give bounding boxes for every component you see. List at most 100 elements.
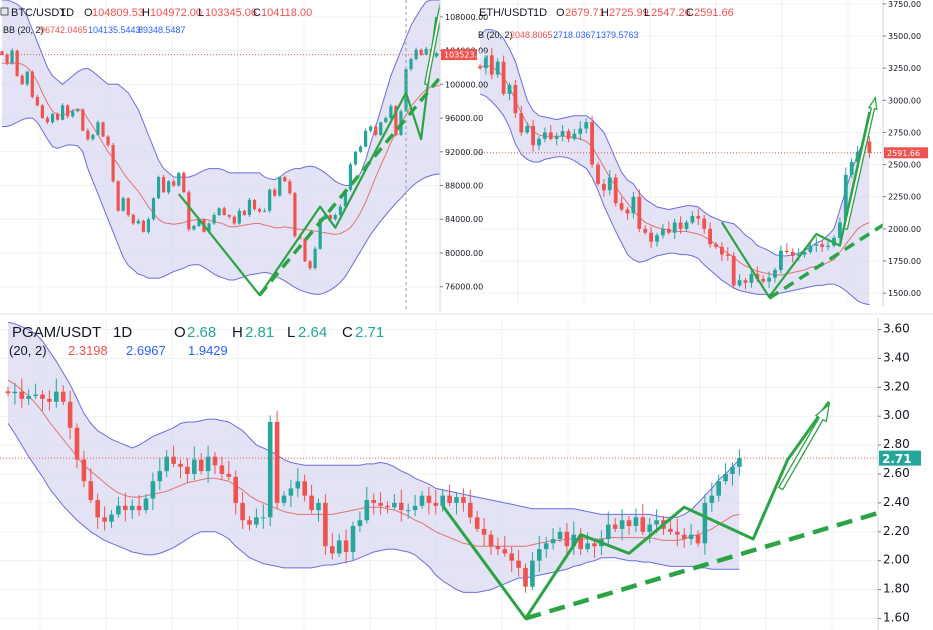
eth-candle: [631, 191, 636, 219]
eth-price-axis[interactable]: 3750.00 3500.00 3250.00 3000.00 2750.00 2500.…: [882, 0, 933, 306]
btc-low-label: L: [198, 7, 204, 19]
btc-trendline[interactable]: [258, 74, 443, 297]
btc-candle: [187, 190, 191, 232]
btc-candle: [434, 51, 438, 58]
pgam-chart-panel[interactable]: 3.60 3.40 3.20 3.00 2.80 2.60 2.40 2.20 2.00 1.80…: [0, 318, 933, 630]
eth-low-value: 2547.26: [651, 7, 691, 19]
btc-candle: [364, 128, 368, 148]
btc-price-axis[interactable]: 108000.00104000.00100000.0096000.0092000…: [439, 0, 488, 312]
pgam-candle: [723, 463, 728, 485]
pgam-candle: [198, 453, 204, 475]
pgam-candle: [737, 449, 742, 476]
eth-symbol: ETH/USDT: [479, 7, 534, 19]
btc-low-value: 103345.06: [205, 7, 257, 19]
pgam-symbol: PGAM/USDT: [12, 324, 101, 341]
eth-candle: [814, 236, 819, 252]
eth-candle: [584, 118, 589, 134]
eth-trendline[interactable]: [768, 217, 894, 300]
btc-tick-label: 80000.00: [445, 249, 483, 258]
eth-candle: [572, 128, 577, 141]
eth-high-value: 2725.99: [609, 7, 649, 19]
eth-candle: [537, 136, 541, 151]
pgam-candle: [40, 390, 45, 411]
pgam-candle: [495, 537, 501, 556]
eth-plot-area[interactable]: 3750.00 3500.00 3250.00 3000.00 2750.00 2500.…: [478, 0, 933, 306]
pgam-candle: [67, 390, 73, 440]
pgam-tick-label: 3.60: [883, 322, 910, 336]
btc-drawings[interactable]: [177, 0, 449, 297]
eth-candle: [826, 239, 830, 251]
btc-candle: [10, 48, 14, 65]
btc-candle: [353, 151, 358, 166]
eth-chart-panel[interactable]: 3750.00 3500.00 3250.00 3000.00 2750.00 2500.…: [478, 0, 933, 306]
pgam-low-value: 2.64: [298, 324, 327, 341]
eth-candle: [725, 247, 730, 261]
pgam-candle: [295, 468, 301, 498]
eth-tick-label: 2000.00: [888, 225, 921, 234]
pgam-close-value: 2.71: [355, 324, 384, 341]
btc-candle: [172, 179, 176, 188]
pgam-zigzag-path[interactable]: [441, 400, 831, 620]
btc-candle: [419, 48, 423, 56]
pgam-drawings[interactable]: [441, 400, 913, 621]
btc-header: BTC/USDT 1D O 104809.53 H 104972.00 L 10…: [0, 7, 312, 35]
pgam-projection-arrow[interactable]: [778, 403, 831, 491]
btc-candle: [283, 175, 287, 182]
pgam-trendline[interactable]: [524, 500, 913, 621]
pgam-candle: [54, 378, 59, 408]
btc-tick-label: 76000.00: [445, 283, 483, 292]
pgam-candle: [5, 386, 11, 397]
pgam-candle: [26, 389, 31, 405]
pgam-candle: [578, 528, 583, 556]
eth-candle: [649, 226, 653, 249]
btc-candle: [116, 180, 120, 212]
eth-drawings[interactable]: [720, 95, 894, 300]
eth-interval: 1D: [533, 7, 547, 19]
eth-zigzag-path[interactable]: [720, 111, 871, 299]
btc-projection-arrow[interactable]: [423, 0, 449, 86]
eth-header: ETH/USDT 1D O 2679.71 H 2725.99 L 2547.2…: [478, 7, 734, 40]
pgam-price-axis-bg[interactable]: [878, 318, 933, 630]
eth-candle: [531, 119, 535, 152]
eth-candle: [560, 125, 565, 142]
btc-candle: [212, 212, 216, 225]
pgam-candle: [606, 511, 611, 546]
btc-last-price-badge: [441, 49, 477, 61]
eth-candle: [702, 214, 707, 234]
btc-candle: [45, 116, 50, 125]
btc-tick-label: 108000.00: [445, 13, 488, 22]
pgam-last-price-badge: [879, 450, 921, 466]
btc-last-price-label: 103523.39: [444, 51, 487, 60]
pgam-candle: [88, 468, 94, 504]
pgam-candle: [274, 411, 280, 509]
pgam-candle: [516, 549, 521, 577]
pgam-candle: [702, 494, 708, 555]
eth-candle: [749, 268, 754, 288]
pgam-candle: [668, 520, 673, 536]
eth-tick-label: 2750.00: [888, 128, 921, 137]
btc-open-label: O: [84, 7, 93, 19]
eth-low-label: L: [644, 7, 650, 19]
btc-candle: [414, 47, 418, 61]
pgam-candle: [343, 529, 349, 564]
btc-collapse-icon[interactable]: [0, 7, 9, 16]
eth-bb-lower: 1379.5763: [596, 30, 639, 40]
btc-candle: [30, 70, 34, 99]
pgam-candle: [205, 445, 211, 483]
eth-candle: [743, 277, 748, 290]
eth-bb-upper: 2718.0367: [553, 30, 596, 40]
pgam-plot-area[interactable]: 3.60 3.40 3.20 3.00 2.80 2.60 2.40 2.20 2.00 1.80…: [0, 318, 933, 630]
pgam-open-value: 2.68: [187, 324, 216, 341]
eth-tick-label: 1750.00: [888, 257, 921, 266]
pgam-candle: [336, 533, 342, 557]
pgam-price-axis[interactable]: 3.60 3.40 3.20 3.00 2.80 2.60 2.40 2.20 2.00 1.80…: [877, 318, 933, 630]
pgam-candle: [212, 452, 218, 475]
btc-chart-panel[interactable]: BTC/USDT 1D O 104809.53 H 104972.00 L 10…: [0, 0, 448, 312]
pgam-candle: [178, 459, 183, 479]
btc-candle: [313, 246, 317, 270]
btc-plot-area[interactable]: [0, 0, 448, 312]
eth-projection-arrow[interactable]: [843, 95, 878, 230]
pgam-tick-label: 3.40: [883, 350, 910, 364]
btc-candle: [61, 103, 65, 121]
